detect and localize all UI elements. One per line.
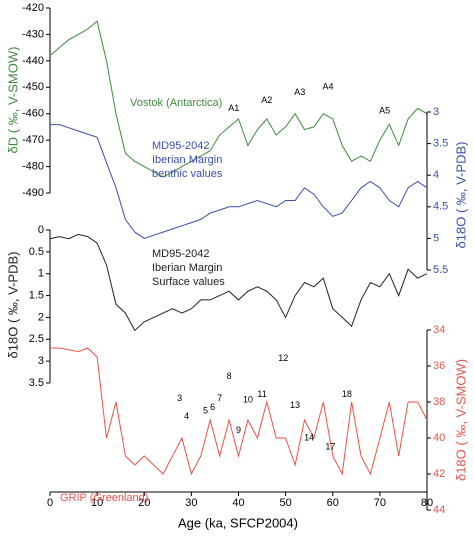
y-tick-label: 42 [433,468,445,480]
y-tick-label: 38 [433,396,445,408]
y-tick-label: -490 [22,187,44,199]
y-tick-label: -420 [22,2,44,14]
y-tick-label: 2.5 [29,333,44,345]
x-tick-label: 30 [185,497,197,509]
annotation: A2 [261,95,272,105]
annotation: A4 [323,82,334,92]
y-tick-label: 1.5 [29,289,44,301]
data-line [49,233,428,332]
annotation: 5 [203,405,208,415]
x-tick-label: 10 [91,497,103,509]
x-tick-label: 20 [138,497,150,509]
annotation: 3 [177,393,182,403]
y-tick-label: 1 [38,268,44,280]
annotation: 17 [325,441,335,451]
y-tick-label: 4 [433,169,439,181]
annotation: 11 [257,389,266,399]
x-tick-label: 70 [374,497,386,509]
y-tick-label: 34 [433,324,445,336]
annotation: 13 [290,400,300,410]
y-tick-label: -460 [22,108,44,120]
annotation: 6 [210,402,215,412]
data-line [49,20,428,178]
y-tick-label: -430 [22,28,44,40]
annotation: 14 [304,432,314,442]
y-tick-label: 5 [433,232,439,244]
y-tick-label: -480 [22,160,44,172]
data-line [50,347,428,476]
series-label: Iberian Margin [152,262,222,274]
x-tick-label: 40 [232,497,244,509]
annotation: 9 [236,425,241,435]
series-label: benthic values [152,168,223,180]
y-tick-label: 40 [433,432,445,444]
series-label: GRIP (Greenland) [60,492,148,504]
annotation: 18 [342,389,352,399]
annotation: 4 [184,411,189,421]
x-tick-label: 50 [280,497,292,509]
annotation: A1 [228,103,239,113]
y-tick-label: 44 [433,504,445,516]
series-label: MD95-2042 [152,248,209,260]
y-tick-label: 3.5 [29,377,44,389]
y-tick-label: 0.5 [29,246,44,258]
y-tick-label: 3 [38,355,44,367]
y-axis-label: δ18O ( ‰, V-PDB) [5,252,20,359]
x-axis-label: Age (ka, SFCP2004) [178,515,298,530]
y-axis-label: δ18O ( ‰, V-PDB) [453,142,468,249]
y-tick-label: 3 [433,106,439,118]
x-tick-label: 0 [47,497,53,509]
annotation: 8 [227,371,232,381]
y-tick-label: 0 [38,224,44,236]
annotation: 7 [217,393,222,403]
y-tick-label: -470 [22,134,44,146]
y-tick-label: -440 [22,55,44,67]
series-label: Surface values [152,276,225,288]
annotation: A5 [379,105,390,115]
annotation: 10 [243,395,253,405]
y-tick-label: 5.5 [433,264,448,276]
data-line [50,124,428,239]
y-tick-label: -450 [22,81,44,93]
y-axis-label: δD ( ‰, V-SMOW) [5,47,20,154]
y-tick-label: 4.5 [433,201,448,213]
y-tick-label: 36 [433,360,445,372]
y-tick-label: 2 [38,311,44,323]
annotation: A3 [294,87,305,97]
annotation: 12 [278,353,288,363]
series-label: Iberian Margin [152,154,222,166]
y-tick-label: 3.5 [433,138,448,150]
series-label: MD95-2042 [152,140,209,152]
x-tick-label: 60 [327,497,339,509]
y-axis-label: δ18O ( ‰, V-SMOW) [453,359,468,481]
series-label: Vostok (Antarctica) [130,97,222,109]
